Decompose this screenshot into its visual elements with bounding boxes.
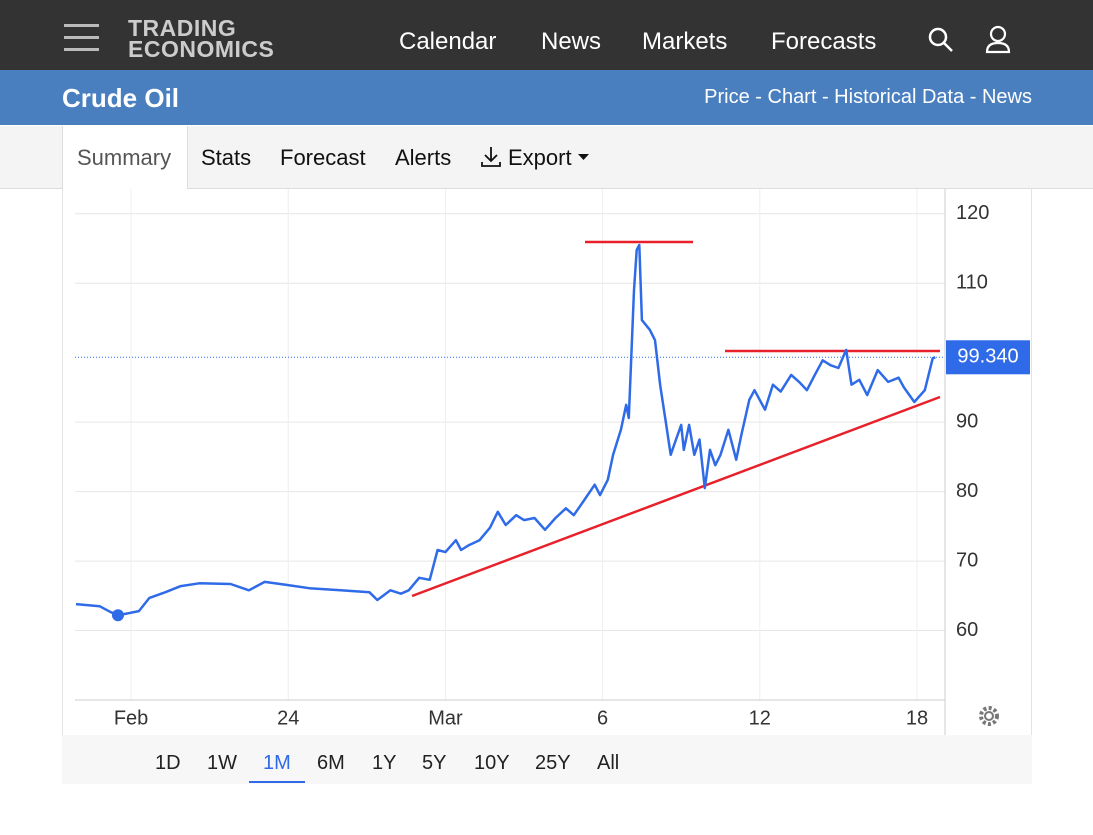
download-icon bbox=[481, 147, 501, 167]
y-tick-label: 80 bbox=[956, 480, 978, 502]
x-tick-label: 12 bbox=[749, 707, 771, 729]
x-tick-label: 24 bbox=[277, 707, 299, 729]
trend-line bbox=[411, 395, 941, 598]
nav-link[interactable]: Calendar bbox=[399, 28, 497, 55]
x-tick-label: 6 bbox=[597, 707, 608, 729]
search-icon[interactable] bbox=[928, 27, 956, 55]
y-tick-label: 90 bbox=[956, 410, 978, 432]
user-icon[interactable] bbox=[984, 25, 1012, 55]
banner-links[interactable]: Price - Chart - Historical Data - News bbox=[704, 86, 1032, 108]
settings-icon[interactable] bbox=[979, 706, 999, 726]
tab-bar: Summary Stats Forecast Alerts Export bbox=[0, 126, 1093, 189]
top-bar: TRADING ECONOMICS Calendar News Markets F… bbox=[0, 0, 1093, 70]
banner-title: Crude Oil bbox=[62, 83, 180, 113]
tab[interactable]: Summary bbox=[77, 145, 172, 170]
nav-link[interactable]: Markets bbox=[642, 28, 728, 55]
caret bbox=[578, 154, 589, 160]
logo-line: ECONOMICS bbox=[128, 36, 275, 62]
x-tick-label: Mar bbox=[428, 707, 463, 729]
logo-line: TRADING bbox=[128, 15, 237, 41]
x-tick-label: Feb bbox=[114, 707, 148, 729]
menu-icon[interactable] bbox=[64, 24, 100, 52]
tab[interactable]: Forecast bbox=[280, 145, 366, 170]
tab[interactable]: Alerts bbox=[395, 145, 452, 170]
range-bar: 1D 1W 1M 6M 1Y 5Y 10Y 25Y All bbox=[62, 735, 1032, 784]
y-tick-label: 60 bbox=[956, 619, 978, 641]
range-button[interactable]: 1D bbox=[155, 752, 181, 774]
range-button[interactable]: 5Y bbox=[422, 752, 447, 774]
price-line bbox=[75, 243, 936, 617]
range-button[interactable]: 25Y bbox=[535, 752, 571, 774]
range-button[interactable]: 1W bbox=[207, 752, 237, 774]
active-tab bbox=[62, 126, 188, 189]
banner: Crude Oil Price - Chart - Historical Dat… bbox=[0, 70, 1093, 125]
range-button[interactable]: 10Y bbox=[474, 752, 510, 774]
range-button[interactable]: 1M bbox=[249, 752, 305, 783]
last-price-box bbox=[946, 340, 1030, 375]
range-button[interactable]: All bbox=[597, 752, 620, 774]
tab[interactable]: Export bbox=[508, 145, 572, 170]
range-button[interactable]: 6M bbox=[317, 752, 345, 774]
range-button[interactable]: 1Y bbox=[372, 752, 397, 774]
tab[interactable]: Stats bbox=[201, 145, 252, 170]
nav-link[interactable]: News bbox=[541, 28, 602, 55]
y-tick-label: 70 bbox=[956, 549, 978, 571]
x-tick-label: 18 bbox=[906, 707, 928, 729]
last-price-label: 99.340 bbox=[957, 346, 1018, 368]
marker bbox=[111, 609, 124, 622]
y-tick-label: 120 bbox=[956, 202, 989, 224]
logo[interactable]: TRADING ECONOMICS bbox=[128, 15, 275, 62]
nav-link[interactable]: Forecasts bbox=[771, 28, 877, 55]
y-tick-label: 110 bbox=[956, 272, 988, 294]
